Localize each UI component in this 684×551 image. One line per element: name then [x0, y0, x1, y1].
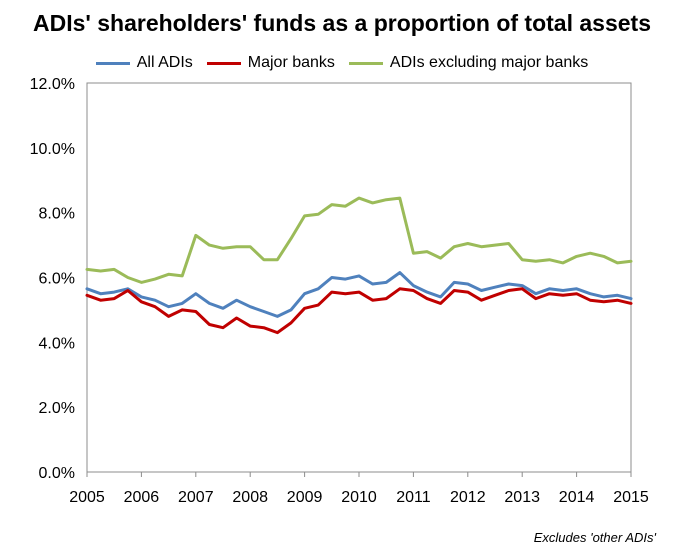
y-tick-label-12-0: 12.0%: [30, 76, 75, 93]
legend-swatch-all-adis: [95, 61, 130, 65]
x-tick-label-2009: 2009: [287, 489, 323, 506]
legend-label-major-banks: Major banks: [247, 54, 335, 71]
series-line-major-banks: [85, 287, 633, 335]
x-tick-label-2008: 2008: [232, 489, 268, 506]
series-lines: [85, 196, 633, 335]
legend-entry-major-banks: Major banks: [206, 54, 335, 72]
y-tick-label-6-0: 6.0%: [39, 271, 75, 288]
y-tick-label-0-0: 0.0%: [39, 465, 75, 482]
x-tick-label-2006: 2006: [124, 489, 160, 506]
series-line-all-adis: [85, 271, 633, 318]
legend-swatch-adis-excluding-major-banks: [348, 61, 383, 65]
x-tick-label-2012: 2012: [450, 489, 486, 506]
legend-swatch-major-banks: [206, 61, 241, 65]
x-tick-marks: [86, 472, 632, 477]
y-axis-tick-labels: 0.0% 2.0% 4.0% 6.0% 8.0% 10.0% 12.0%: [30, 76, 75, 482]
y-tick-label-2-0: 2.0%: [39, 400, 75, 417]
x-axis-tick-labels: 2005 2006 2007 2008 2009 2010 2011 2012 2013 2014…: [69, 489, 649, 506]
x-tick-label-2014: 2014: [559, 489, 595, 506]
legend-entry-adis-excluding-major-banks: ADIs excluding major banks: [348, 54, 589, 72]
x-tick-label-2010: 2010: [341, 489, 377, 506]
x-tick-label-2013: 2013: [504, 489, 540, 506]
y-tick-label-4-0: 4.0%: [39, 335, 75, 352]
x-tick-label-2011: 2011: [396, 489, 431, 506]
x-tick-label-2005: 2005: [69, 489, 105, 506]
chart-footnote: Excludes 'other ADIs': [533, 530, 656, 545]
series-line-adis-excluding-major-banks: [85, 196, 633, 284]
legend-entry-all-adis: All ADIs: [95, 54, 193, 72]
y-tick-label-8-0: 8.0%: [39, 206, 75, 223]
legend-label-all-adis: All ADIs: [136, 54, 193, 71]
x-tick-label-2007: 2007: [178, 489, 214, 506]
chart-title: ADIs' shareholders' funds as a proportio…: [32, 10, 651, 36]
chart-legend: All ADIs Major banks ADIs excluding majo…: [0, 54, 684, 72]
y-tick-label-10-0: 10.0%: [30, 141, 75, 158]
x-tick-label-2015: 2015: [613, 489, 649, 506]
legend-label-adis-excluding-major-banks: ADIs excluding major banks: [389, 54, 589, 71]
